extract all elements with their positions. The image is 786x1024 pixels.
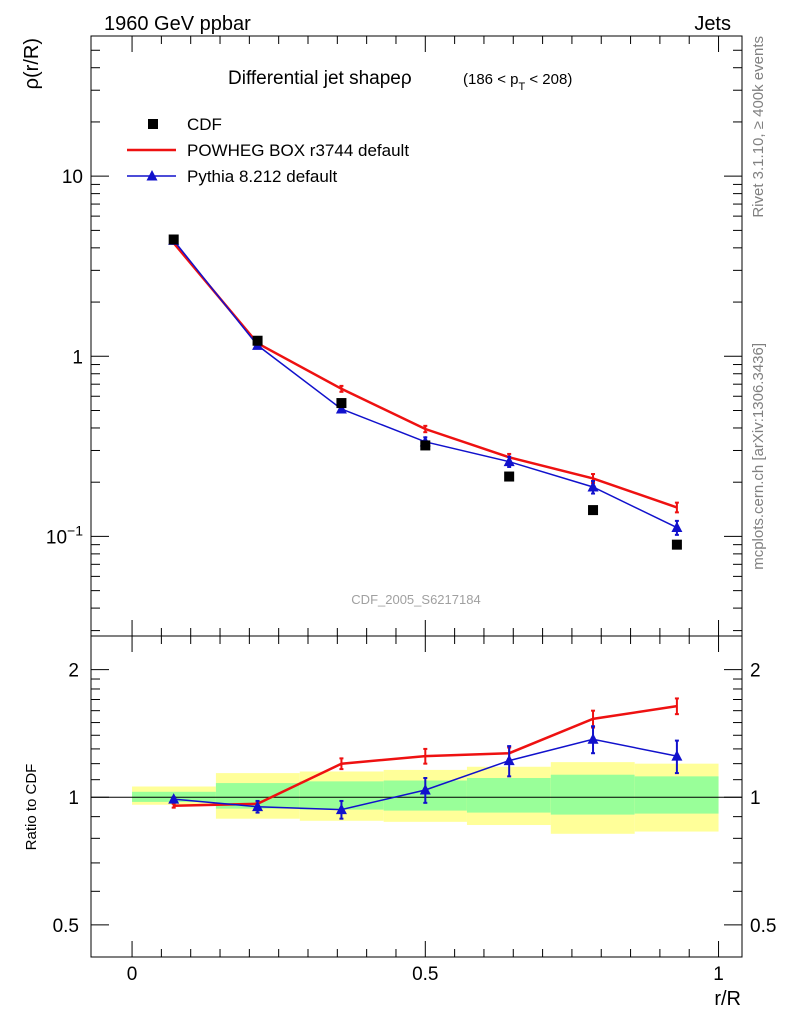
ratio-pythia-point <box>168 793 180 804</box>
ratio-pythia-point <box>503 754 515 766</box>
cdf-point <box>420 440 431 451</box>
main-panel: 10 1 10−1 Differential jet shapeρ (186 < p… <box>21 35 743 637</box>
header-right-label: Jets <box>694 13 731 35</box>
pythia-point <box>335 402 347 414</box>
cdf-point <box>671 539 682 550</box>
uncertainty-band-inner <box>466 778 551 813</box>
legend-entry-label: POWHEG BOX r3744 default <box>187 141 409 160</box>
header-left-label: 1960 GeV ppbar <box>104 13 251 35</box>
legend: CDF POWHEG BOX r3744 default Pythia 8.212 … <box>127 115 409 186</box>
side-label-rivet: Rivet 3.1.10, ≥ 400k events <box>750 36 767 218</box>
x-tick-label: 1 <box>713 964 724 985</box>
main-title-range: (186 < pT < 208) <box>463 71 572 93</box>
legend-entry-label: Pythia 8.212 default <box>187 167 338 186</box>
ratio-y-tick-label: 0.5 <box>53 916 79 937</box>
main-y-axis-label: ρ(r/R) <box>21 38 43 89</box>
ratio-pythia-point <box>587 733 599 744</box>
pythia-point <box>587 481 599 492</box>
pythia-line <box>173 239 678 529</box>
legend-marker-cdf <box>148 119 158 129</box>
legend-marker-pythia <box>146 170 158 181</box>
ratio-y-tick-label: 1 <box>68 788 79 809</box>
powheg-line <box>172 242 678 509</box>
cdf-point <box>168 234 179 245</box>
ratio-pythia-point <box>419 784 431 795</box>
x-tick-label: 0 <box>127 964 138 985</box>
watermark: CDF_2005_S6217184 <box>351 592 480 607</box>
main-y-tick-label: 1 <box>72 347 83 368</box>
main-title: Differential jet shapeρ <box>228 68 412 89</box>
main-y-tick-label: 10 <box>62 167 83 188</box>
cdf-point <box>504 471 515 482</box>
legend-entry-label: CDF <box>187 115 222 134</box>
side-label-mcplots: mcplots.cern.ch [arXiv:1306.3436] <box>750 343 767 570</box>
x-axis-label: r/R <box>714 988 741 1010</box>
cdf-point <box>336 398 347 409</box>
uncertainty-band-inner <box>550 774 635 815</box>
cdf-point <box>588 505 599 516</box>
ratio-y-tick-label: 2 <box>68 661 79 682</box>
ratio-panel: 2 2 1 1 0.5 0.5 0 0.5 1 Ratio to CDF r/R <box>23 635 776 1010</box>
ratio-pythia-point <box>671 750 683 761</box>
ratio-y-tick-label-right: 2 <box>750 661 761 682</box>
main-y-tick-label: 10−1 <box>46 522 83 548</box>
cdf-point <box>252 335 263 346</box>
pythia-point <box>671 521 683 533</box>
pythia-point <box>503 455 515 467</box>
x-tick-label: 0.5 <box>412 964 438 985</box>
uncertainty-band-inner <box>634 776 719 814</box>
ratio-y-tick-label-right: 1 <box>750 788 761 809</box>
ratio-y-axis-label: Ratio to CDF <box>23 764 40 851</box>
ratio-pythia-point <box>335 803 347 815</box>
ratio-y-tick-label-right: 0.5 <box>750 916 776 937</box>
ratio-pythia-point <box>252 800 264 812</box>
ratio-frame <box>90 635 743 958</box>
